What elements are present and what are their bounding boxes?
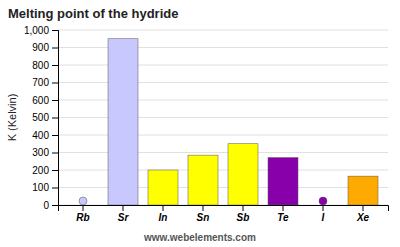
x-tick: In: [159, 205, 168, 223]
tick-mark: [52, 83, 58, 84]
y-tick: 600: [32, 95, 58, 106]
grid-line: [58, 82, 388, 83]
axis-line: [59, 206, 389, 212]
tick-mark: [52, 100, 58, 101]
grid-line: [58, 65, 388, 66]
tick-mark: [52, 65, 58, 66]
tick-mark: [52, 170, 58, 171]
chart-container: 0 100 200 300 400 500 600 700 800 900 1,000 Rb Sr In S…: [0, 0, 400, 247]
x-tick: Sn: [197, 205, 210, 223]
grid-line: [58, 117, 388, 118]
plot-area: 0 100 200 300 400 500 600 700 800 900 1,000 Rb Sr In S…: [24, 25, 389, 223]
x-tick: Xe: [356, 205, 370, 223]
x-tick: Te: [277, 205, 289, 223]
zero-markers: [79, 197, 327, 205]
grid-line: [58, 100, 388, 101]
y-tick: 900: [32, 42, 58, 53]
y-tick: 200: [32, 165, 58, 176]
zero-dot: [79, 197, 87, 205]
tick-mark: [52, 205, 58, 206]
x-tick: Sb: [237, 205, 250, 223]
y-tick: 300: [32, 147, 58, 158]
y-tick: 100: [32, 182, 58, 193]
y-tick: 800: [32, 60, 58, 71]
tick-mark: [52, 30, 58, 31]
tick-mark: [243, 205, 244, 211]
tick-mark: [52, 188, 58, 189]
bar: [188, 155, 218, 205]
tick-label: Xe: [356, 212, 370, 223]
tick-mark: [52, 48, 58, 49]
tick-label: 600: [32, 95, 49, 106]
x-tick: Sr: [118, 205, 130, 223]
tick-label: 800: [32, 60, 49, 71]
chart-svg: 0 100 200 300 400 500 600 700 800 900 1,000 Rb Sr In S…: [0, 0, 400, 247]
grid-line: [58, 152, 388, 153]
grid: [58, 30, 388, 205]
bar: [268, 158, 298, 205]
tick-label: I: [322, 212, 325, 223]
tick-label: Sn: [197, 212, 210, 223]
grid-line: [58, 47, 388, 48]
axis-line: [52, 31, 59, 206]
x-tick: I: [322, 205, 325, 223]
tick-mark: [283, 205, 284, 211]
tick-label: 300: [32, 147, 49, 158]
tick-label: 0: [43, 200, 49, 211]
tick-label: Sr: [118, 212, 130, 223]
tick-mark: [363, 205, 364, 211]
tick-mark: [163, 205, 164, 211]
tick-label: 900: [32, 42, 49, 53]
tick-mark: [83, 205, 84, 211]
y-tick: 700: [32, 77, 58, 88]
x-tick: Rb: [76, 205, 89, 223]
grid-line: [58, 135, 388, 136]
y-axis: 0 100 200 300 400 500 600 700 800 900 1,000: [24, 25, 59, 211]
tick-label: 200: [32, 165, 49, 176]
y-tick: 500: [32, 112, 58, 123]
title: Melting point of the hydride: [8, 6, 178, 21]
annotation: www.webelements.com: [143, 232, 256, 243]
tick-label: In: [159, 212, 168, 223]
bars: [108, 39, 378, 205]
tick-label: Sb: [237, 212, 250, 223]
tick-label: 400: [32, 130, 49, 141]
tick-label: Rb: [76, 212, 89, 223]
y-tick: 0: [43, 200, 58, 211]
bar: [108, 39, 138, 205]
bar: [148, 170, 178, 205]
tick-mark: [52, 153, 58, 154]
y-tick: 1,000: [24, 25, 58, 36]
tick-mark: [52, 135, 58, 136]
tick-label: 1,000: [24, 25, 49, 36]
bar: [348, 176, 378, 205]
zero-dot: [319, 197, 327, 205]
tick-label: 700: [32, 77, 49, 88]
tick-label: 500: [32, 112, 49, 123]
tick-mark: [52, 118, 58, 119]
bar: [228, 144, 258, 205]
tick-label: Te: [277, 212, 289, 223]
grid-line: [58, 187, 388, 188]
tick-mark: [123, 205, 124, 211]
y-tick: 400: [32, 130, 58, 141]
tick-mark: [203, 205, 204, 211]
grid-line: [58, 170, 388, 171]
x-axis: Rb Sr In Sn Sb Te I Xe: [59, 205, 389, 223]
y-axis-title: K (Kelvin): [6, 94, 18, 142]
tick-mark: [323, 205, 324, 211]
grid-line: [58, 30, 388, 31]
tick-label: 100: [32, 182, 49, 193]
